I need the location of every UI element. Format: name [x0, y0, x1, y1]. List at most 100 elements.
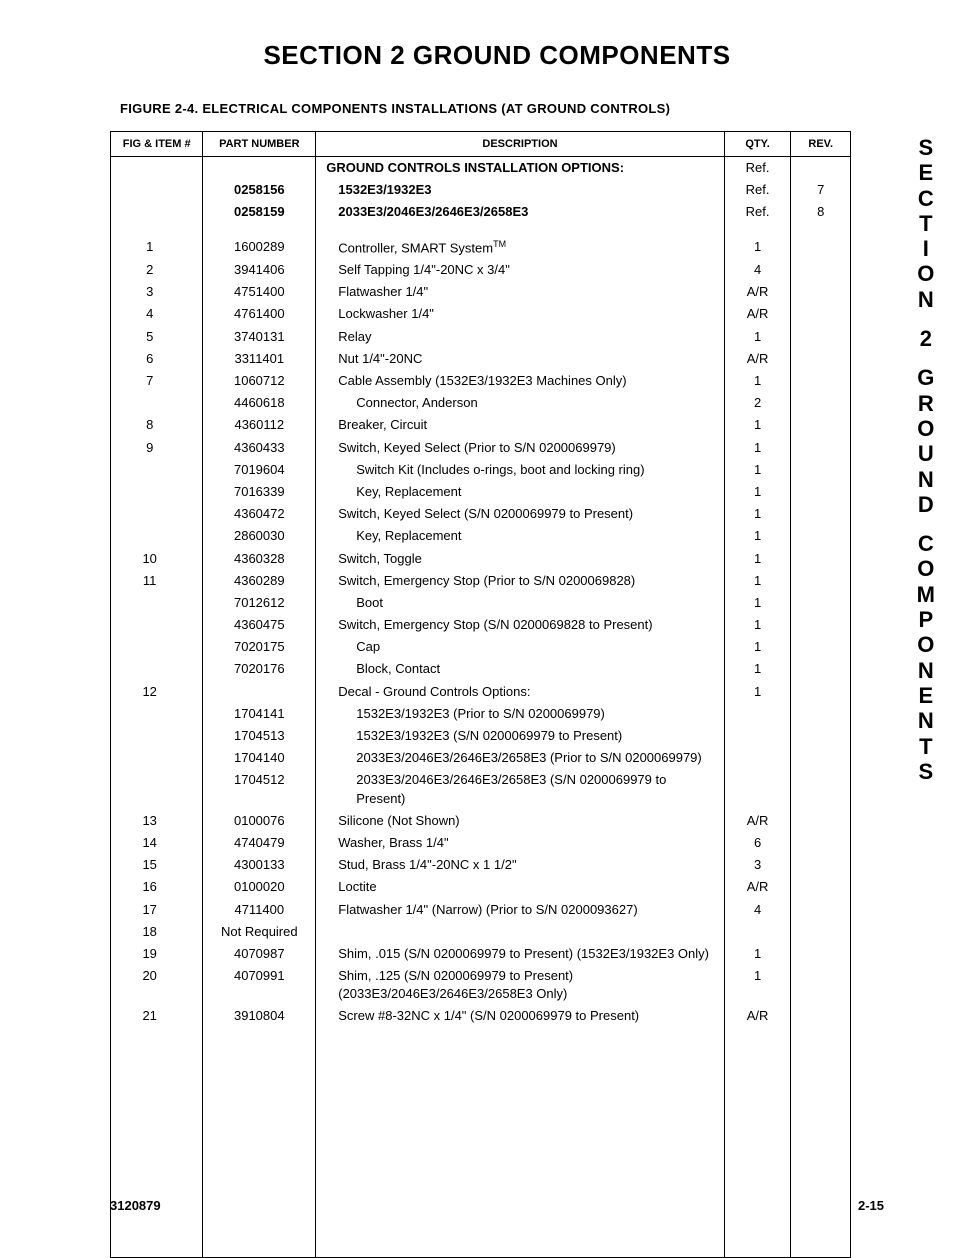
cell-fig: 16: [111, 876, 203, 898]
cell-desc: Switch Kit (Includes o-rings, boot and l…: [316, 459, 724, 481]
cell-desc: Connector, Anderson: [316, 392, 724, 414]
table-row: 144740479Washer, Brass 1/4"6: [111, 832, 851, 854]
cell-fig: [111, 525, 203, 547]
cell-desc: Breaker, Circuit: [316, 414, 724, 436]
side-tab-char: S: [917, 135, 936, 160]
cell-part: [203, 681, 316, 703]
side-tab-char: G: [917, 365, 936, 390]
page-container: SECTION 2 GROUND COMPONENTS FIGURE 2-4. …: [0, 0, 954, 1235]
cell-rev: [791, 658, 851, 680]
cell-qty: 1: [724, 437, 791, 459]
side-tab-char: E: [917, 683, 936, 708]
side-tab-char: N: [917, 658, 936, 683]
cell-fig: 17: [111, 899, 203, 921]
side-tab-char: M: [917, 582, 936, 607]
cell-part: [203, 157, 316, 180]
cell-rev: [791, 636, 851, 658]
cell-qty: [724, 703, 791, 725]
cell-desc: Self Tapping 1/4"-20NC x 3/4": [316, 259, 724, 281]
cell-part: 1600289: [203, 236, 316, 260]
table-row: 174711400Flatwasher 1/4" (Narrow) (Prior…: [111, 899, 851, 921]
table-row: 23941406Self Tapping 1/4"-20NC x 3/4"4: [111, 259, 851, 281]
table-row: 4360472Switch, Keyed Select (S/N 0200069…: [111, 503, 851, 525]
cell-part: 4070987: [203, 943, 316, 965]
side-tab-char: O: [917, 632, 936, 657]
table-row: 94360433Switch, Keyed Select (Prior to S…: [111, 437, 851, 459]
table-row: 154300133Stud, Brass 1/4"-20NC x 1 1/2"3: [111, 854, 851, 876]
table-row: 4460618Connector, Anderson2: [111, 392, 851, 414]
cell-qty: 1: [724, 481, 791, 503]
cell-rev: [791, 370, 851, 392]
cell-fig: 15: [111, 854, 203, 876]
cell-fig: [111, 636, 203, 658]
cell-desc: Flatwasher 1/4" (Narrow) (Prior to S/N 0…: [316, 899, 724, 921]
side-tab-char: [917, 517, 936, 531]
cell-qty: A/R: [724, 810, 791, 832]
cell-fig: [111, 614, 203, 636]
cell-fig: [111, 179, 203, 201]
side-tab-char: D: [917, 492, 936, 517]
side-tab-char: U: [917, 441, 936, 466]
cell-rev: [791, 348, 851, 370]
cell-fig: 7: [111, 370, 203, 392]
cell-part: 0100020: [203, 876, 316, 898]
cell-part: 0258159: [203, 201, 316, 223]
cell-rev: [791, 1005, 851, 1027]
table-header-row: FIG & ITEM # PART NUMBER DESCRIPTION QTY…: [111, 132, 851, 157]
cell-fig: [111, 459, 203, 481]
cell-desc: Relay: [316, 326, 724, 348]
cell-qty: [724, 747, 791, 769]
cell-qty: [724, 725, 791, 747]
cell-part: 0258156: [203, 179, 316, 201]
cell-fig: 6: [111, 348, 203, 370]
cell-fig: 3: [111, 281, 203, 303]
cell-rev: [791, 392, 851, 414]
cell-desc: Decal - Ground Controls Options:: [316, 681, 724, 703]
table-row: 7020176Block, Contact1: [111, 658, 851, 680]
cell-fig: 9: [111, 437, 203, 459]
side-tab-char: R: [917, 391, 936, 416]
side-tab-char: N: [917, 467, 936, 492]
cell-part: 3910804: [203, 1005, 316, 1027]
cell-rev: [791, 592, 851, 614]
cell-fig: [111, 201, 203, 223]
cell-qty: 1: [724, 592, 791, 614]
cell-fig: [111, 769, 203, 809]
cell-part: 4360289: [203, 570, 316, 592]
cell-desc: Switch, Keyed Select (Prior to S/N 02000…: [316, 437, 724, 459]
cell-fig: [111, 392, 203, 414]
cell-fig: [111, 703, 203, 725]
cell-desc: 1532E3/1932E3 (S/N 0200069979 to Present…: [316, 725, 724, 747]
cell-qty: 1: [724, 503, 791, 525]
side-tab-char: O: [917, 556, 936, 581]
table-row: 17041411532E3/1932E3 (Prior to S/N 02000…: [111, 703, 851, 725]
col-header-part: PART NUMBER: [203, 132, 316, 157]
cell-qty: A/R: [724, 1005, 791, 1027]
cell-desc: Boot: [316, 592, 724, 614]
table-row: 4360475Switch, Emergency Stop (S/N 02000…: [111, 614, 851, 636]
cell-desc: 2033E3/2046E3/2646E3/2658E3 (S/N 0200069…: [316, 769, 724, 809]
cell-desc: Silicone (Not Shown): [316, 810, 724, 832]
table-row: [111, 1028, 851, 1258]
cell-qty: 1: [724, 548, 791, 570]
cell-fig: 12: [111, 681, 203, 703]
side-tab-char: O: [917, 416, 936, 441]
side-tab-char: E: [917, 160, 936, 185]
table-row: 104360328Switch, Toggle1: [111, 548, 851, 570]
table-row: 7012612Boot1: [111, 592, 851, 614]
cell-qty: [724, 921, 791, 943]
cell-qty: 1: [724, 658, 791, 680]
cell-part: 3941406: [203, 259, 316, 281]
cell-qty: 4: [724, 259, 791, 281]
cell-rev: [791, 548, 851, 570]
cell-part: 1060712: [203, 370, 316, 392]
cell-fig: [111, 481, 203, 503]
cell-rev: [791, 832, 851, 854]
table-row: 130100076Silicone (Not Shown)A/R: [111, 810, 851, 832]
cell-part: 4070991: [203, 965, 316, 1005]
cell-rev: [791, 899, 851, 921]
table-row: 7016339Key, Replacement1: [111, 481, 851, 503]
table-row: 53740131Relay1: [111, 326, 851, 348]
cell-desc: Nut 1/4"-20NC: [316, 348, 724, 370]
cell-desc: Switch, Keyed Select (S/N 0200069979 to …: [316, 503, 724, 525]
